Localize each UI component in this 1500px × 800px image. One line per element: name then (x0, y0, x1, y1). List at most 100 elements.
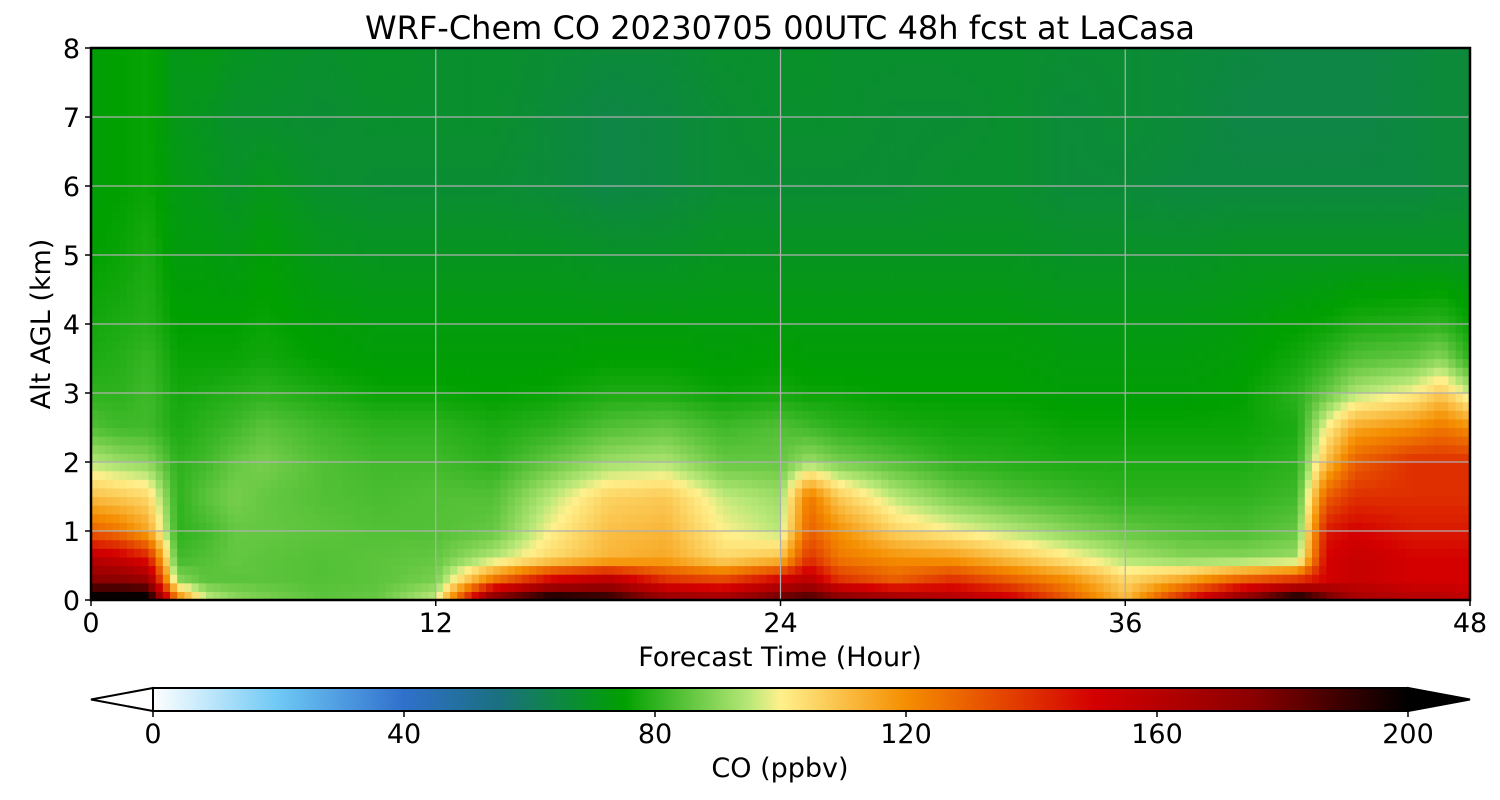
heatmap-cell (1110, 375, 1119, 385)
heatmap-cell (1419, 462, 1428, 472)
heatmap-cell (945, 539, 954, 549)
heatmap-cell (529, 462, 537, 472)
heatmap-cell (1189, 436, 1198, 446)
heatmap-cell (1254, 393, 1263, 403)
heatmap-cell (514, 410, 523, 420)
heatmap-cell (306, 591, 315, 601)
heatmap-cell (1326, 410, 1335, 420)
heatmap-cell (457, 505, 466, 515)
heatmap-cell (500, 418, 509, 429)
heatmap-cell (1031, 418, 1040, 429)
heatmap-cell (328, 565, 336, 575)
heatmap-cell (823, 539, 832, 549)
heatmap-cell (859, 531, 868, 541)
heatmap-cell (809, 574, 818, 584)
heatmap-cell (428, 410, 437, 420)
heatmap-cell (1426, 444, 1435, 454)
heatmap-cell (644, 487, 652, 498)
heatmap-cell (1340, 487, 1349, 498)
heatmap-cell (1297, 427, 1306, 437)
heatmap-cell (945, 591, 954, 601)
heatmap-cell (1197, 453, 1205, 463)
heatmap-cell (737, 444, 746, 454)
heatmap-cell (586, 444, 595, 454)
heatmap-cell (715, 522, 724, 532)
heatmap-cell (328, 453, 336, 463)
heatmap-cell (1182, 582, 1191, 592)
heatmap-cell (1175, 453, 1184, 463)
heatmap-cell (421, 539, 430, 549)
heatmap-cell (1146, 556, 1155, 567)
heatmap-cell (888, 462, 897, 472)
heatmap-cell (909, 384, 918, 394)
heatmap-cell (931, 453, 940, 463)
heatmap-cell (1103, 548, 1112, 558)
heatmap-cell (1254, 505, 1263, 515)
heatmap-cell (234, 436, 243, 446)
heatmap-cell (155, 556, 164, 567)
heatmap-cell (1247, 591, 1256, 601)
heatmap-cell (234, 505, 243, 515)
heatmap-cell (170, 556, 178, 567)
heatmap-cell (744, 487, 753, 498)
heatmap-cell (1362, 401, 1371, 411)
heatmap-cell (600, 393, 609, 403)
heatmap-cell (478, 574, 487, 584)
heatmap-cell (852, 574, 861, 584)
heatmap-cell (881, 384, 889, 394)
heatmap-cell (450, 505, 458, 515)
heatmap-cell (1225, 393, 1234, 403)
heatmap-cell (615, 479, 624, 489)
heatmap-cell (873, 444, 882, 454)
heatmap-cell (679, 574, 688, 584)
heatmap-cell (1074, 539, 1083, 549)
heatmap-cell (658, 410, 667, 420)
heatmap-cell (1448, 384, 1457, 394)
heatmap-cell (644, 539, 652, 549)
heatmap-cell (299, 496, 308, 506)
heatmap-cell (428, 375, 437, 385)
heatmap-cell (1010, 375, 1019, 385)
heatmap-cell (543, 444, 552, 454)
heatmap-cell (1103, 418, 1112, 429)
heatmap-cell (1412, 384, 1421, 394)
heatmap-cell (895, 479, 904, 489)
heatmap-cell (1376, 393, 1385, 403)
heatmap-cell (220, 410, 229, 420)
heatmap-cell (1290, 513, 1299, 523)
heatmap-cell (823, 410, 832, 420)
heatmap-cell (1383, 582, 1392, 592)
heatmap-cell (809, 487, 818, 498)
heatmap-cell (931, 496, 940, 506)
heatmap-cell (550, 565, 559, 575)
heatmap-cell (198, 574, 207, 584)
heatmap-cell (1297, 375, 1306, 385)
heatmap-cell (1297, 470, 1306, 480)
heatmap-cell (464, 479, 473, 489)
heatmap-cell (1362, 539, 1371, 549)
heatmap-cell (931, 410, 940, 420)
heatmap-cell (371, 462, 379, 472)
heatmap-cell (378, 539, 387, 549)
heatmap-cell (981, 565, 990, 575)
heatmap-cell (320, 462, 329, 472)
heatmap-cell (802, 565, 810, 575)
heatmap-cell (457, 418, 466, 429)
heatmap-cell (371, 436, 379, 446)
heatmap-cell (809, 548, 818, 558)
heatmap-cell (205, 487, 214, 498)
heatmap-cell (1197, 384, 1205, 394)
heatmap-cell (1017, 522, 1026, 532)
heatmap-cell (1268, 487, 1277, 498)
heatmap-cell (184, 522, 193, 532)
heatmap-cell (1175, 522, 1184, 532)
heatmap-cell (593, 375, 602, 385)
heatmap-cell (249, 375, 257, 385)
heatmap-cell (313, 591, 322, 601)
heatmap-cell (787, 375, 796, 385)
heatmap-cell (1441, 427, 1450, 437)
heatmap-cell (162, 496, 171, 506)
heatmap-cell (220, 384, 229, 394)
heatmap-cell (988, 462, 997, 472)
heatmap-cell (1398, 565, 1406, 575)
